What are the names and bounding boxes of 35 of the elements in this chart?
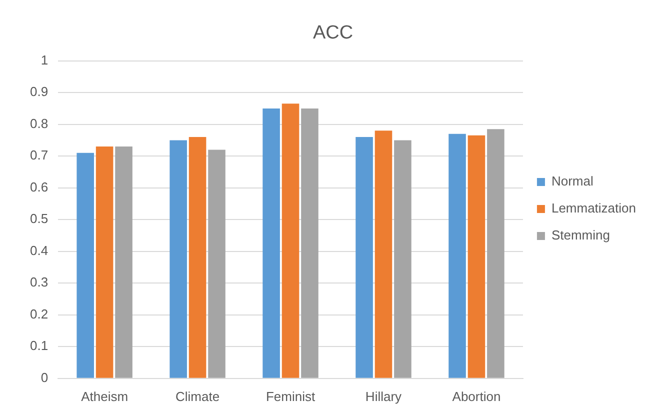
x-tick-label: Feminist [266, 388, 316, 404]
chart-title: ACC [312, 22, 354, 44]
bar [262, 108, 280, 378]
y-tick-label: 1 [40, 52, 48, 68]
bar [208, 150, 226, 378]
bar [170, 140, 187, 378]
bar [356, 137, 373, 378]
x-tick-label: Abortion [452, 388, 501, 404]
x-tick-label: Hillary [365, 388, 402, 404]
legend-label: Normal [551, 174, 594, 189]
y-tick-label: 0 [40, 370, 48, 385]
bar [301, 108, 318, 378]
legend-label: Stemming [551, 228, 610, 243]
y-tick-label: 0.2 [30, 306, 48, 322]
bar [394, 140, 412, 378]
bar [487, 129, 504, 378]
y-tick-label: 0.6 [30, 179, 48, 194]
bar [115, 146, 132, 378]
legend-label: Lemmatization [551, 200, 636, 216]
y-tick-label: 0.5 [30, 211, 48, 226]
y-tick-label: 0.1 [30, 338, 48, 354]
x-tick-label: Atheism [81, 388, 128, 404]
y-tick-label: 0.8 [30, 116, 48, 131]
y-tick-label: 0.7 [30, 148, 48, 163]
bar [282, 104, 300, 378]
x-tick-label: Climate [176, 388, 220, 404]
y-tick-label: 0.3 [30, 274, 48, 290]
bar [76, 152, 94, 378]
y-tick-label: 0.4 [30, 242, 48, 258]
bar [188, 137, 206, 378]
y-tick-label: 0.9 [30, 84, 48, 100]
bar [468, 135, 486, 378]
bar [96, 146, 114, 378]
bar [374, 130, 392, 378]
bar [448, 134, 466, 378]
